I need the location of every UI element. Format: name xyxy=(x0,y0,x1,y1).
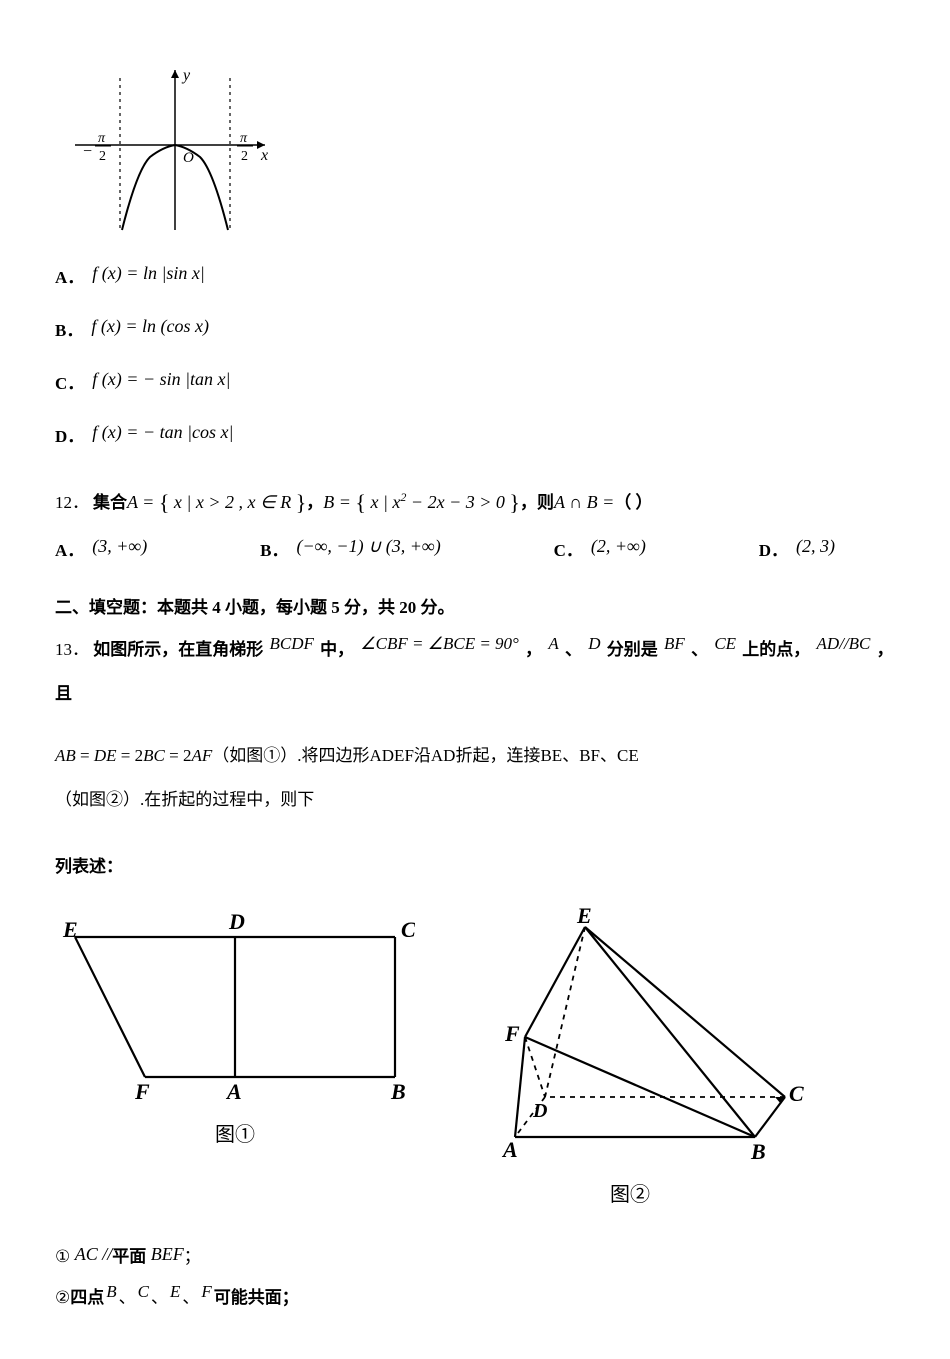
figure-2: E F D A B C 图② xyxy=(455,907,805,1207)
q13-line1: 13． 如图所示，在直角梯形 BCDF 中， ∠CBF = ∠BCE = 90°… xyxy=(55,628,895,716)
figure-1-caption: 图① xyxy=(55,1118,415,1147)
svg-text:O: O xyxy=(183,150,194,166)
svg-text:2: 2 xyxy=(241,149,248,164)
q12-stem: 12． 集合 A = { x | x > 2 , x ∈ R } ， B = {… xyxy=(55,475,895,528)
svg-text:−: − xyxy=(83,143,92,160)
q13-figures: E D C F A B 图① xyxy=(55,907,895,1207)
svg-text:π: π xyxy=(240,131,248,146)
svg-text:2: 2 xyxy=(99,149,106,164)
q11-choice-D: D． f (x) = − tan |cos x| xyxy=(55,422,895,447)
svg-text:E: E xyxy=(62,917,78,942)
svg-text:D: D xyxy=(228,909,245,934)
q12-number: 12． xyxy=(55,483,89,524)
q12-option-D: D． (2, 3) xyxy=(759,536,835,561)
q12-option-C: C． (2, +∞) xyxy=(554,536,646,561)
q12-prefix: 集合 xyxy=(93,483,127,524)
svg-text:B: B xyxy=(390,1079,406,1104)
q11-choice-C: C． f (x) = − sin |tan x| xyxy=(55,369,895,394)
figure-2-caption: 图② xyxy=(455,1178,805,1207)
svg-text:A: A xyxy=(501,1137,518,1162)
q12-options: A． (3, +∞) B． (−∞, −1) ∪ (3, +∞) C． (2, … xyxy=(55,536,835,561)
q13-line2: AB = DE = 2BC = 2AF （如图①）.将四边形 ADEF 沿 AD… xyxy=(55,734,895,822)
svg-text:A: A xyxy=(225,1079,242,1104)
q11-graph: y x O − π 2 π 2 xyxy=(65,60,895,245)
svg-text:y: y xyxy=(181,67,191,84)
svg-text:π: π xyxy=(98,131,106,146)
svg-text:F: F xyxy=(504,1021,520,1046)
svg-text:C: C xyxy=(401,917,415,942)
svg-text:B: B xyxy=(750,1139,766,1164)
svg-text:D: D xyxy=(532,1100,547,1122)
statement-2: ② 四点 B 、 C 、 E 、 F 可能共面； xyxy=(55,1278,895,1319)
q11-choice-A: A． f (x) = ln |sin x| xyxy=(55,263,895,288)
figure-1: E D C F A B 图① xyxy=(55,907,415,1207)
q13-line3: 列表述： xyxy=(55,845,895,889)
svg-text:x: x xyxy=(260,147,268,164)
q13-statements: ① AC // 平面 BEF ； ② 四点 B 、 C 、 E 、 F 可能共面… xyxy=(55,1235,895,1319)
section2-heading: 二、填空题：本题共 4 小题，每小题 5 分，共 20 分。 xyxy=(55,593,895,618)
q12-option-B: B． (−∞, −1) ∪ (3, +∞) xyxy=(260,536,441,561)
q11-choice-B: B． f (x) = ln (cos x) xyxy=(55,316,895,341)
svg-text:E: E xyxy=(576,907,592,928)
svg-text:C: C xyxy=(789,1081,804,1106)
svg-text:F: F xyxy=(134,1079,150,1104)
q12-option-A: A． (3, +∞) xyxy=(55,536,147,561)
